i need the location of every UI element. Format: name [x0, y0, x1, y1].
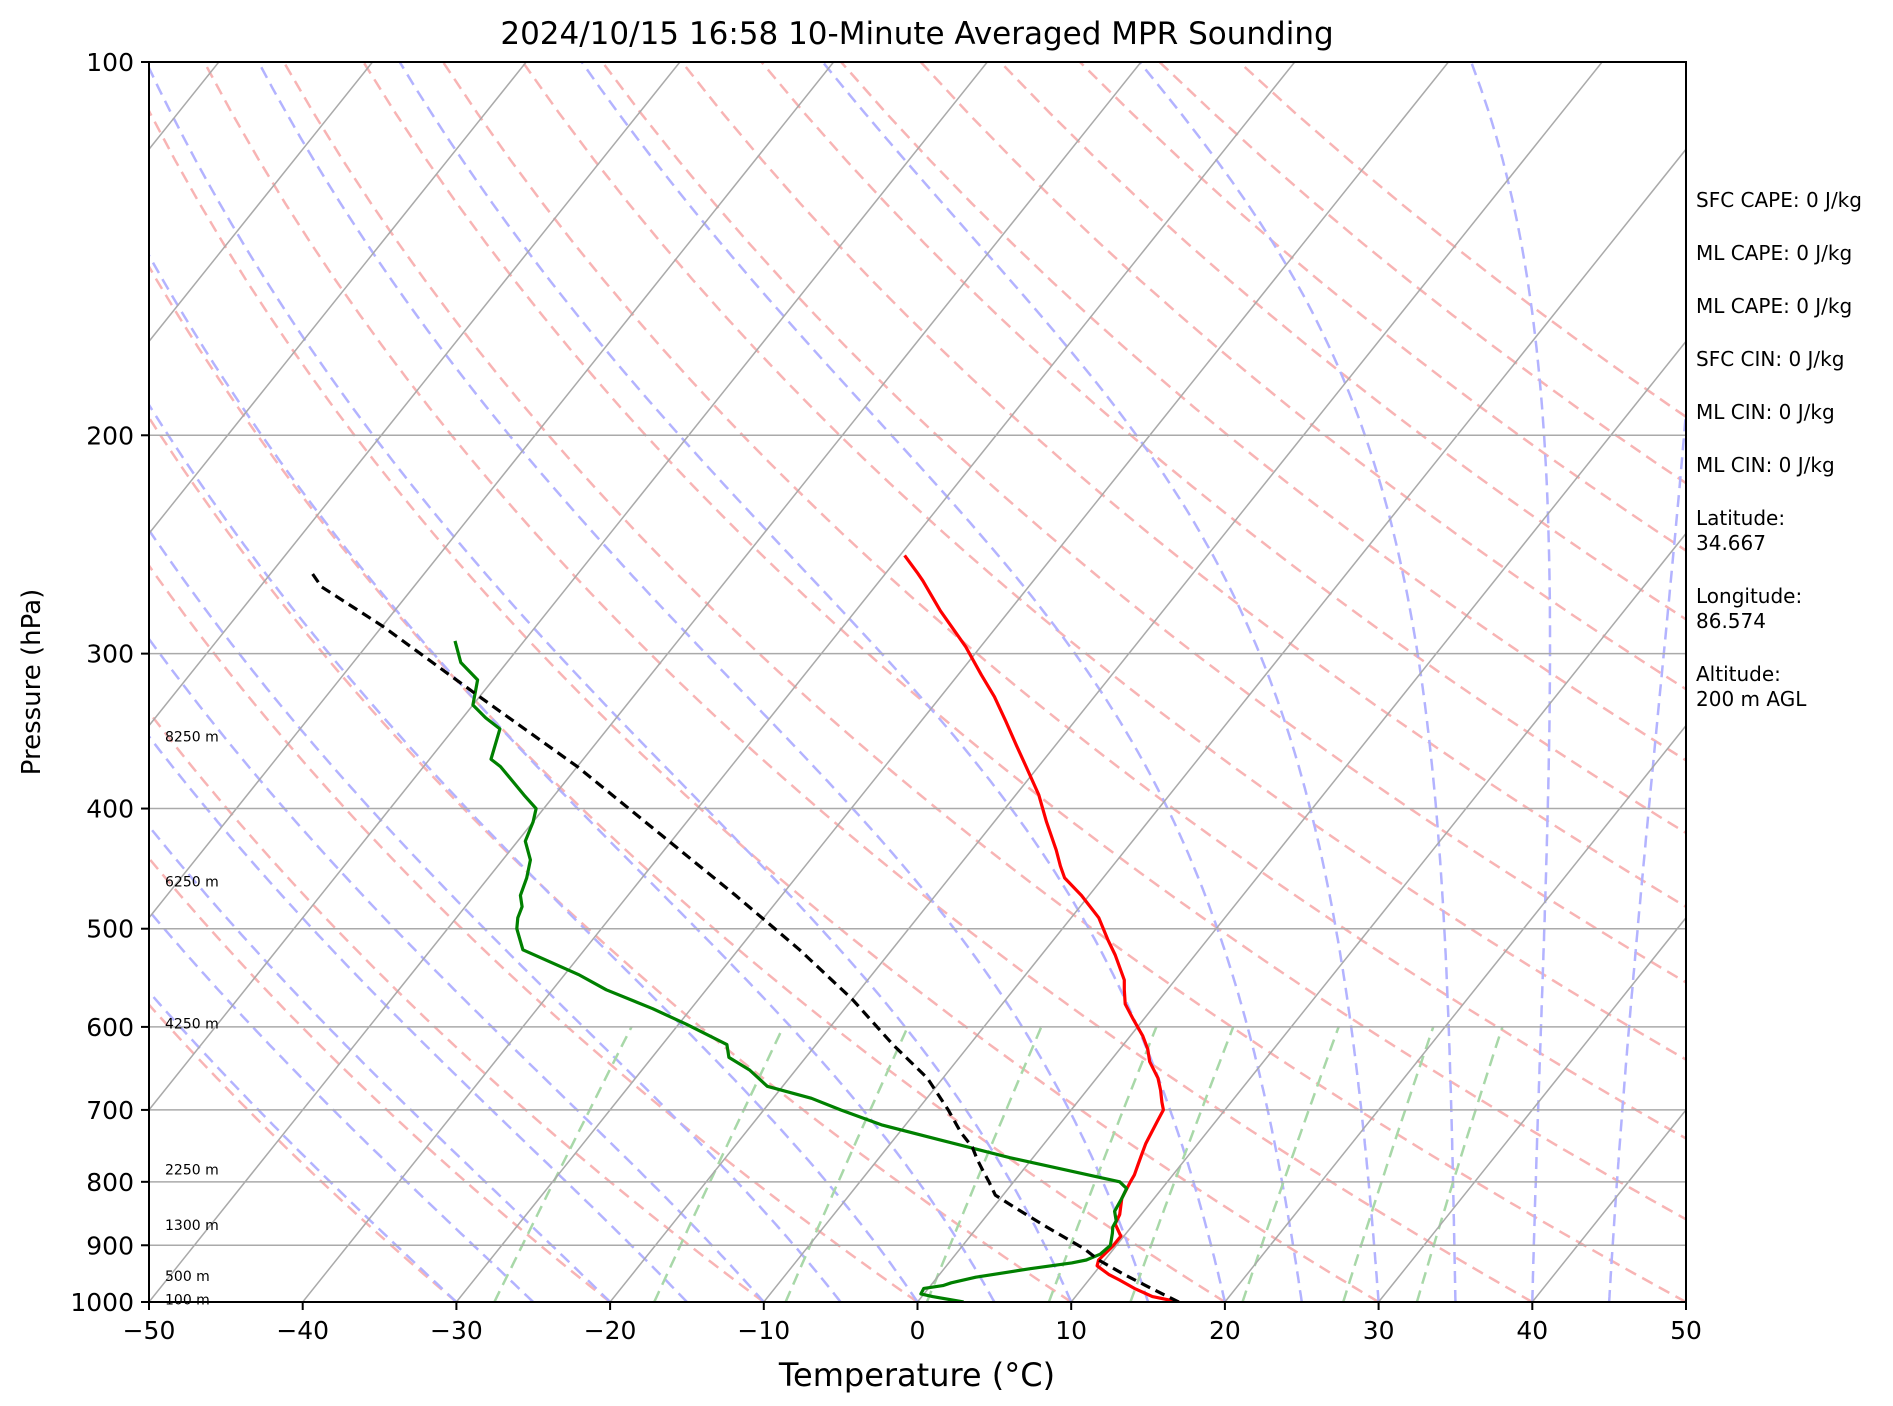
latitude-text: Latitude: 34.667 — [1696, 506, 1786, 555]
isotherm-line — [1070, 532, 1686, 1302]
isotherm-line — [609, 62, 1603, 1302]
dry-adiabat-line — [149, 108, 1380, 1302]
mixing-ratio-line — [784, 1026, 909, 1302]
x-tick-label: −50 — [123, 1316, 176, 1345]
x-tick-label: 30 — [1363, 1316, 1395, 1345]
mixing-ratio-line — [653, 1026, 785, 1302]
x-tick-label: −40 — [276, 1316, 329, 1345]
sfc-cape-text: SFC CAPE: 0 J/kg — [1696, 188, 1862, 212]
dry-adiabat-line — [203, 62, 1533, 1302]
moist-adiabat-line — [821, 62, 1380, 1302]
isotherm-line — [302, 62, 1296, 1302]
dry-adiabat-line — [760, 62, 1686, 835]
moist-adiabat-line — [149, 252, 996, 1302]
moist-adiabat-line — [149, 908, 535, 1302]
dry-adiabat-line — [441, 62, 1686, 1140]
profile-line-0 — [903, 554, 1180, 1302]
profile-line-1 — [453, 640, 1129, 1302]
isotherm-line — [1378, 916, 1686, 1302]
y-tick-label: 400 — [86, 795, 134, 824]
isotherm-line — [1224, 724, 1686, 1302]
ml-cape-text: ML CAPE: 0 J/kg — [1696, 241, 1853, 265]
height-label: 1300 m — [165, 1218, 219, 1234]
height-label: 2250 m — [165, 1163, 219, 1179]
x-axis-label: Temperature (°C) — [778, 1356, 1055, 1394]
isotherm-line — [149, 62, 988, 1112]
x-tick-label: 10 — [1055, 1316, 1087, 1345]
dry-adiabat-line — [149, 563, 919, 1302]
mixing-ratio-line — [1342, 1026, 1435, 1302]
moist-adiabat-line — [149, 64, 1073, 1302]
isotherm-line — [149, 62, 1142, 1302]
dry-adiabat-line — [362, 62, 1686, 1221]
dry-adiabat-line — [999, 62, 1686, 621]
y-axis-ticks: 1000 900 800 700 600 500 400 300 200 100 — [70, 48, 149, 1317]
x-tick-label: 20 — [1209, 1316, 1241, 1345]
isotherm-line — [149, 62, 374, 343]
isotherm-line — [149, 62, 835, 919]
profile-traces — [310, 554, 1180, 1302]
profile-line-2 — [310, 571, 1180, 1302]
y-tick-label: 600 — [86, 1013, 134, 1042]
ml-cin-text: ML CIN: 0 J/kg — [1696, 400, 1835, 424]
dry-adiabat-line — [149, 264, 1226, 1302]
isotherm-line — [763, 148, 1686, 1302]
dry-adiabat-line — [680, 62, 1686, 909]
height-label: 8250 m — [165, 730, 219, 746]
moist-adiabat-line — [149, 528, 842, 1302]
isotherm-line — [455, 62, 1449, 1302]
isotherm-line — [149, 62, 681, 727]
height-label: 500 m — [165, 1269, 210, 1285]
y-tick-label: 1000 — [70, 1288, 134, 1317]
y-tick-label: 200 — [86, 421, 134, 450]
moist-adiabat-line — [149, 734, 688, 1302]
isotherm-line — [149, 62, 527, 535]
isotherm-line — [916, 340, 1686, 1302]
moist-adiabat-line — [398, 62, 1227, 1302]
moist-adiabat-line — [1470, 62, 1552, 1302]
x-axis-ticks: −50 −40 −30 −20 −10 0 10 20 30 40 50 — [123, 1302, 1702, 1345]
y-tick-label: 300 — [86, 640, 134, 669]
longitude-text: Longitude: 86.574 — [1696, 584, 1803, 633]
height-label: 100 m — [165, 1292, 210, 1308]
ml-cape-text-2: ML CAPE: 0 J/kg — [1696, 294, 1853, 318]
ml-cin-text-2: ML CIN: 0 J/kg — [1696, 453, 1835, 477]
moist-adiabat-line — [149, 402, 919, 1302]
chart-title: 2024/10/15 16:58 10-Minute Averaged MPR … — [500, 16, 1333, 52]
mixing-ratio-line — [1129, 1026, 1235, 1302]
dry-adiabat-line — [282, 62, 1686, 1302]
x-tick-label: 40 — [1516, 1316, 1548, 1345]
x-tick-label: −20 — [584, 1316, 637, 1345]
background-lines — [149, 62, 1686, 1302]
y-tick-label: 500 — [86, 915, 134, 944]
x-tick-label: 0 — [910, 1316, 926, 1345]
dry-adiabat-line — [149, 856, 611, 1302]
y-tick-label: 100 — [86, 48, 134, 77]
moist-adiabat-line — [149, 824, 611, 1302]
dry-adiabat-line — [149, 710, 765, 1302]
height-label: 4250 m — [165, 1016, 219, 1032]
x-tick-label: −10 — [737, 1316, 790, 1345]
moist-adiabat-line — [580, 62, 1304, 1302]
dry-adiabat-line — [521, 62, 1686, 1062]
moist-adiabat-line — [1607, 397, 1686, 1302]
x-tick-label: −30 — [430, 1316, 483, 1345]
dry-adiabat-line — [919, 62, 1686, 691]
x-tick-label: 50 — [1670, 1316, 1702, 1345]
moist-adiabat-line — [1138, 62, 1457, 1302]
mixing-ratio-line — [925, 1026, 1043, 1302]
height-label: 6250 m — [165, 874, 219, 890]
altitude-text: Altitude: 200 m AGL — [1696, 662, 1807, 711]
sounding-info-panel: SFC CAPE: 0 J/kg ML CAPE: 0 J/kg ML CAPE… — [1696, 188, 1886, 740]
sfc-cin-text: SFC CIN: 0 J/kg — [1696, 347, 1845, 371]
y-axis-label: Pressure (hPa) — [17, 589, 47, 776]
dry-adiabat-line — [149, 415, 1072, 1302]
y-tick-label: 800 — [86, 1168, 134, 1197]
height-labels: 8250 m 6250 m 4250 m 2250 m 1300 m 500 m 100 m — [165, 730, 219, 1309]
moist-adiabat-line — [149, 636, 765, 1302]
y-tick-label: 900 — [86, 1231, 134, 1260]
y-tick-label: 700 — [86, 1096, 134, 1125]
